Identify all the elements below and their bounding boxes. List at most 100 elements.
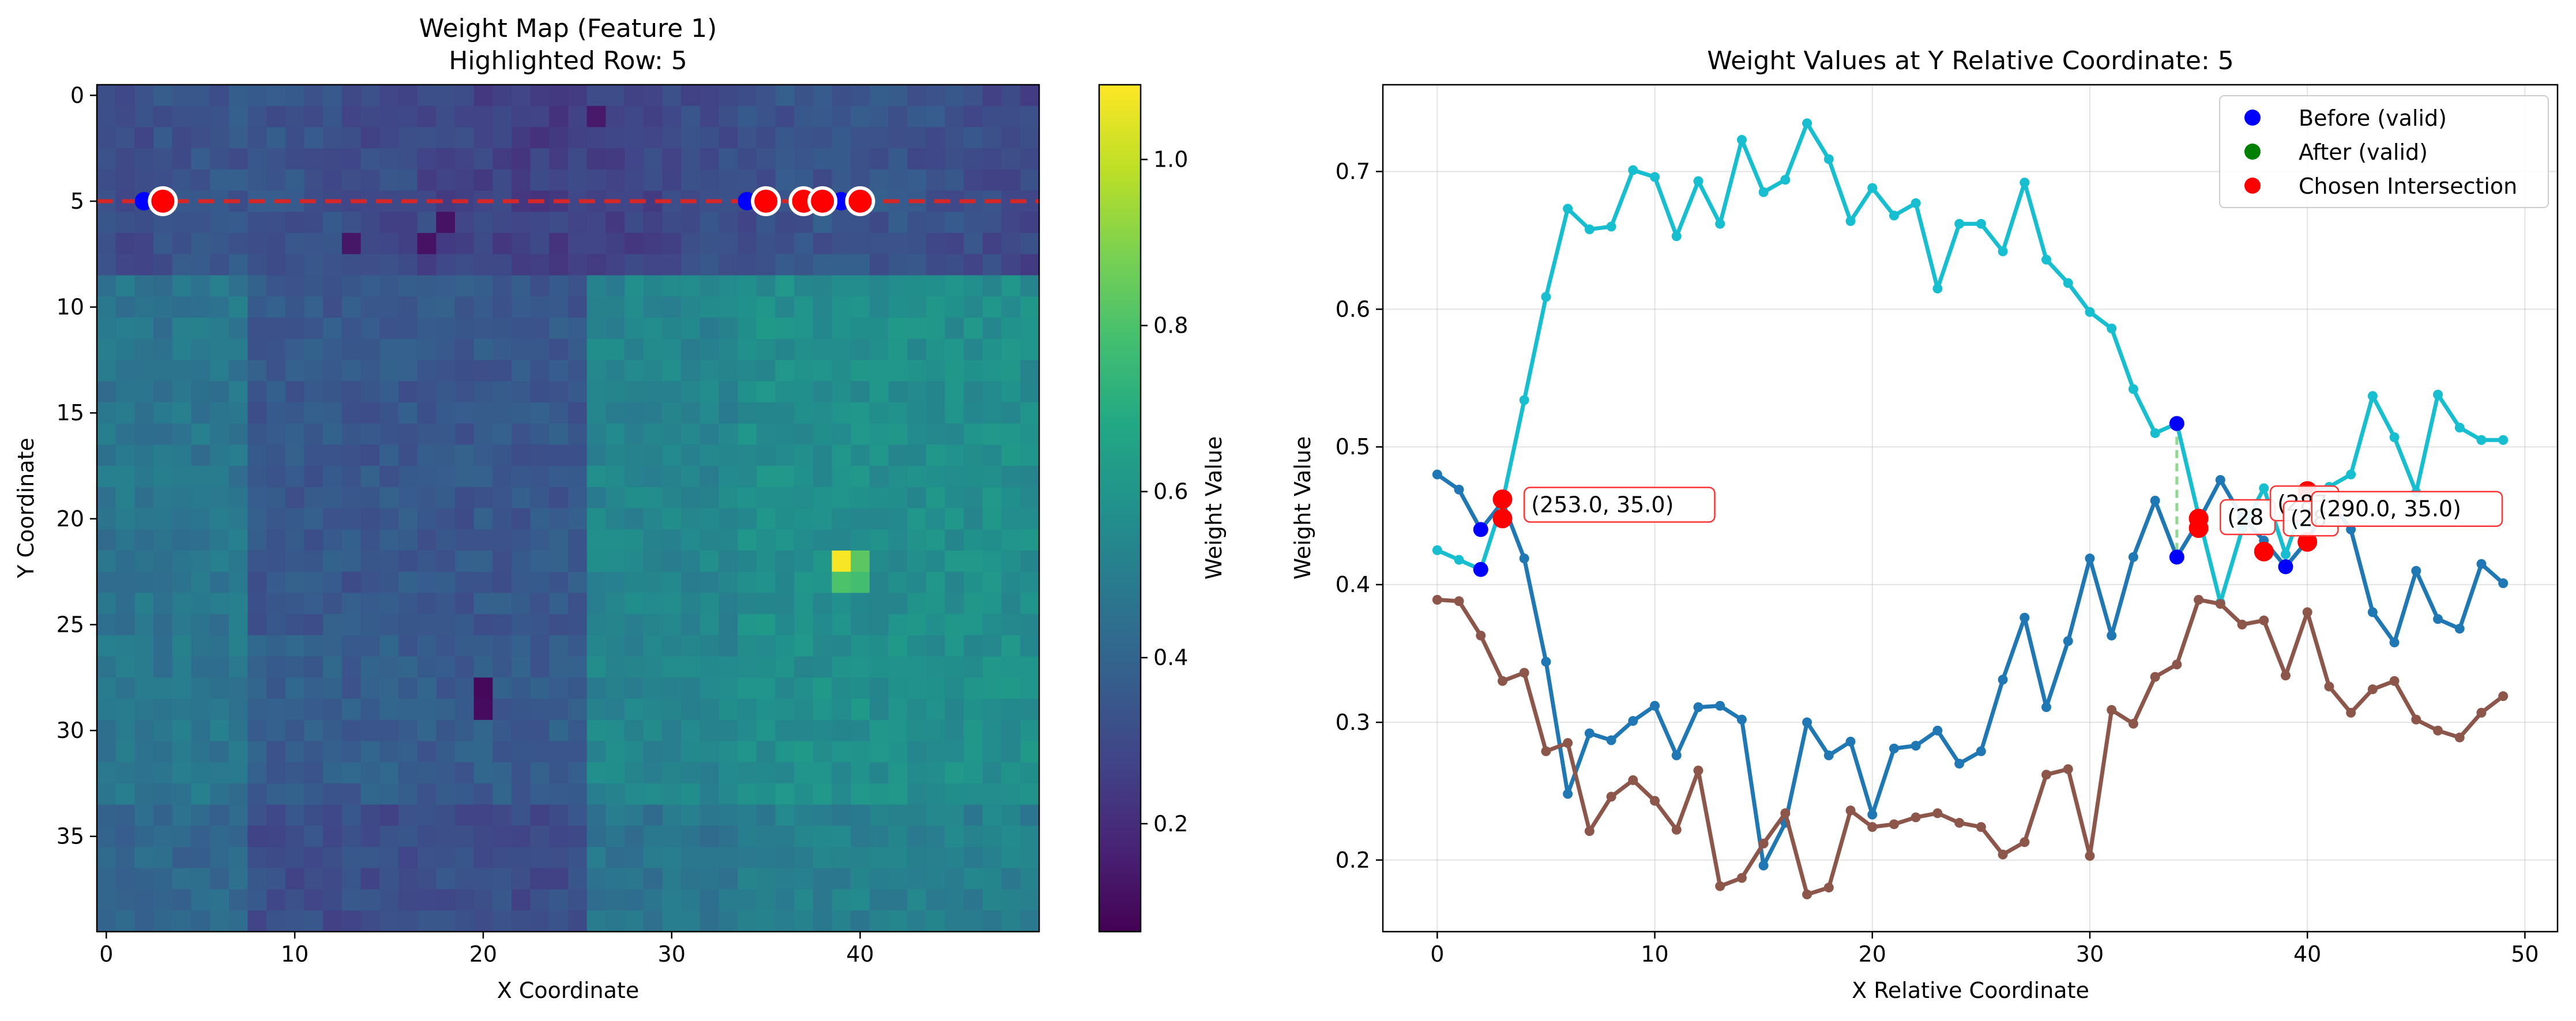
heatmap-cell <box>360 826 380 847</box>
heatmap-cell <box>473 635 493 657</box>
heatmap-cell <box>1020 233 1039 255</box>
heatmap-cell <box>379 127 399 149</box>
heatmap-cell <box>643 762 663 784</box>
heatmap-cell <box>398 719 418 742</box>
heatmap-cell <box>266 656 286 678</box>
heatmap-cell <box>304 719 324 742</box>
heatmap-cell <box>492 148 512 170</box>
heatmap-cell <box>530 148 550 170</box>
heatmap-cell <box>1001 444 1021 466</box>
heatmap-cell <box>115 85 135 107</box>
heatmap-x-tick-label: 20 <box>469 941 497 967</box>
heatmap-cell <box>568 508 588 530</box>
heatmap-cell <box>606 148 625 170</box>
heatmap-cell <box>1020 106 1039 128</box>
heatmap-cell <box>285 677 305 699</box>
heatmap-cell <box>869 296 889 318</box>
heatmap-cell <box>341 868 362 890</box>
heatmap-cell <box>982 550 1002 572</box>
series-point <box>1867 822 1878 832</box>
heatmap-cell <box>417 85 437 107</box>
heatmap-cell <box>586 381 606 403</box>
heatmap-cell <box>888 127 908 149</box>
heatmap-cell <box>134 402 154 424</box>
heatmap-cell <box>398 699 418 721</box>
heatmap-cell <box>1001 614 1021 636</box>
heatmap-cell <box>191 826 210 847</box>
heatmap-cell <box>775 169 795 191</box>
heatmap-cell <box>888 169 908 191</box>
heatmap-cell <box>285 719 305 742</box>
heatmap-cell <box>832 529 851 551</box>
heatmap-cell <box>228 635 249 657</box>
heatmap-cell <box>511 868 531 890</box>
heatmap-cell <box>360 847 380 869</box>
heatmap-cell <box>888 656 908 678</box>
heatmap-cell <box>681 910 701 932</box>
heatmap-cell <box>625 719 644 742</box>
heatmap-cell <box>568 571 588 594</box>
heatmap-cell <box>172 487 191 509</box>
heatmap-cell <box>473 106 493 128</box>
line-y-tick-label: 0.7 <box>1336 159 1370 184</box>
series-point <box>1954 218 1965 229</box>
heatmap-cell <box>191 593 210 615</box>
series-point <box>1802 717 1812 728</box>
heatmap-cell <box>738 381 757 403</box>
heatmap-cell <box>492 317 512 340</box>
heatmap-cell <box>681 402 701 424</box>
heatmap-cell <box>738 254 757 276</box>
heatmap-cell <box>210 169 230 191</box>
heatmap-cell <box>492 614 512 636</box>
heatmap-cell <box>323 127 343 149</box>
heatmap-cell <box>794 508 814 530</box>
heatmap-cell <box>982 656 1002 678</box>
heatmap-cell <box>907 614 927 636</box>
heatmap-cell <box>454 614 475 636</box>
heatmap-cell <box>454 148 475 170</box>
heatmap-cell <box>982 402 1002 424</box>
heatmap-cell <box>625 360 644 382</box>
heatmap-cell <box>700 804 720 826</box>
heatmap-cell <box>341 423 362 445</box>
heatmap-cell <box>530 296 550 318</box>
heatmap-cell <box>625 762 644 784</box>
heatmap-cell <box>1020 529 1039 551</box>
heatmap-cell <box>247 635 267 657</box>
heatmap-cell <box>700 169 720 191</box>
heatmap-cell <box>304 85 324 107</box>
heatmap-cell <box>568 529 588 551</box>
heatmap-cell <box>172 275 191 297</box>
heatmap-cell <box>436 169 456 191</box>
heatmap-cell <box>738 466 757 488</box>
heatmap-cell <box>794 889 814 911</box>
heatmap-cell <box>323 783 343 805</box>
heatmap-cell <box>1001 529 1021 551</box>
heatmap-cell <box>492 233 512 255</box>
heatmap-cell <box>266 487 286 509</box>
heatmap-cell <box>643 741 663 763</box>
heatmap-cell <box>719 296 738 318</box>
heatmap-cell <box>1001 423 1021 445</box>
heatmap-cell <box>662 466 682 488</box>
heatmap-cell <box>681 868 701 890</box>
heatmap-cell <box>794 550 814 572</box>
heatmap-cell <box>134 360 154 382</box>
heatmap-cell <box>888 254 908 276</box>
heatmap-cell <box>719 719 738 742</box>
heatmap-cell <box>700 571 720 594</box>
heatmap-cell <box>1001 550 1021 572</box>
chosen-intersection-point <box>2254 541 2274 562</box>
heatmap-cell <box>719 677 738 699</box>
heatmap-cell <box>568 868 588 890</box>
heatmap-cell <box>228 699 249 721</box>
heatmap-cell <box>964 656 983 678</box>
heatmap-cell <box>247 85 267 107</box>
heatmap-cell <box>813 889 833 911</box>
heatmap-cell <box>775 254 795 276</box>
heatmap-cell <box>719 571 738 594</box>
heatmap-cell <box>511 889 531 911</box>
heatmap-cell <box>153 635 173 657</box>
heatmap-cell <box>436 338 456 361</box>
heatmap-cell <box>719 169 738 191</box>
